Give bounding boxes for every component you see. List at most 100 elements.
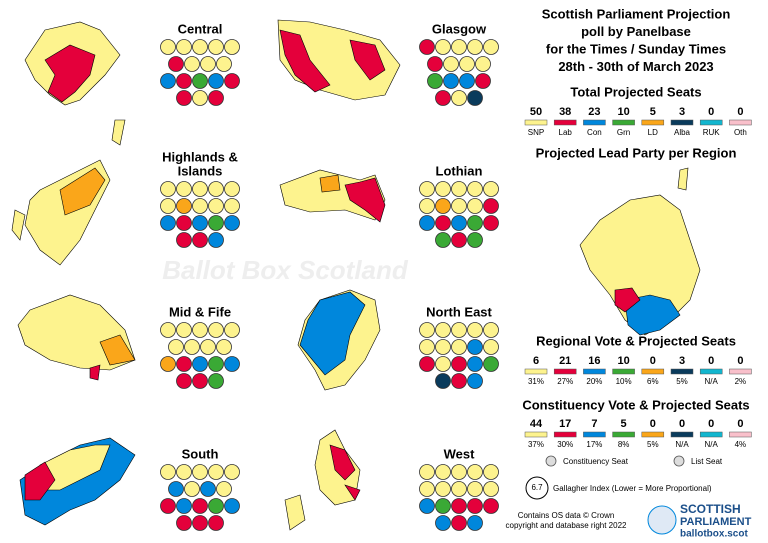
seat [419, 198, 435, 214]
seat [435, 481, 451, 497]
seat [467, 515, 483, 531]
seat [459, 73, 475, 89]
seat [160, 198, 176, 214]
seat [160, 498, 176, 514]
seat [216, 56, 232, 72]
seat [483, 198, 499, 214]
seat [208, 198, 224, 214]
seat [451, 181, 467, 197]
map-mid-fife-lab [89, 364, 101, 381]
region-name: Islands [178, 163, 223, 178]
seat [467, 198, 483, 214]
seat [467, 215, 483, 231]
seat [435, 90, 451, 106]
seat [483, 464, 499, 480]
seat [467, 232, 483, 248]
seat [435, 198, 451, 214]
seat [192, 181, 208, 197]
seat [451, 322, 467, 338]
seat [192, 498, 208, 514]
party-name: Alba [674, 128, 691, 137]
regional-seats: 21 [559, 355, 571, 367]
title: for the Times / Sunday Times [546, 41, 726, 56]
seat [435, 339, 451, 355]
seat [184, 56, 200, 72]
legend-list [673, 455, 685, 467]
party-swatch [670, 119, 694, 126]
title: poll by Panelbase [581, 24, 691, 39]
regional-seats: 0 [737, 355, 743, 367]
seat [208, 73, 224, 89]
section-heading: Projected Lead Party per Region [536, 145, 737, 160]
seat [443, 73, 459, 89]
regional-vote: 20% [586, 377, 602, 386]
seat [419, 181, 435, 197]
map-south-lab [24, 461, 56, 501]
seat [467, 339, 483, 355]
constituency-seats: 0 [650, 418, 656, 430]
region-name: Glasgow [432, 21, 487, 36]
seat [419, 322, 435, 338]
seat [451, 232, 467, 248]
seat [192, 73, 208, 89]
seat [192, 90, 208, 106]
seat [224, 181, 240, 197]
map-lothian-ld [319, 174, 341, 193]
seat [427, 56, 443, 72]
section-heading: Total Projected Seats [570, 84, 701, 99]
seat [451, 498, 467, 514]
party-swatch [583, 368, 606, 375]
map-scotland-con [624, 294, 681, 336]
seat [192, 198, 208, 214]
seat [467, 90, 483, 106]
seat [192, 515, 208, 531]
party-swatch [612, 368, 635, 375]
watermark: Ballot Box Scotland [162, 255, 409, 285]
legend-label: Constituency Seat [563, 457, 629, 466]
party-swatch [524, 431, 548, 438]
seat [483, 339, 499, 355]
seat [224, 464, 240, 480]
seat-total: 3 [679, 106, 685, 118]
map-west-lab [329, 444, 361, 501]
seat [451, 515, 467, 531]
seat [467, 464, 483, 480]
seat [176, 90, 192, 106]
party-swatch [612, 431, 635, 438]
seat [176, 498, 192, 514]
map-north-east-con [299, 291, 366, 376]
seat [208, 215, 224, 231]
seat [467, 498, 483, 514]
region-name: Lothian [436, 163, 483, 178]
seat [443, 56, 459, 72]
seat [435, 181, 451, 197]
region-name: Mid & Fife [169, 304, 231, 319]
title: 28th - 30th of March 2023 [558, 59, 713, 74]
map-glasgow-lab [279, 29, 386, 93]
seat [160, 73, 176, 89]
seat [216, 339, 232, 355]
seat-total: 23 [588, 106, 600, 118]
constituency-seats: 0 [737, 418, 743, 430]
party-swatch [729, 431, 752, 438]
constituency-seats: 0 [679, 418, 685, 430]
regional-seats: 0 [650, 355, 656, 367]
seat [224, 498, 240, 514]
gallagher-badge [525, 476, 549, 500]
map-lothian-lab [344, 177, 386, 223]
party-swatch [699, 431, 723, 438]
seat [176, 215, 192, 231]
party-name: Oth [734, 128, 747, 137]
regional-seats: 0 [708, 355, 714, 367]
seat [451, 339, 467, 355]
section-heading: Constituency Vote & Projected Seats [522, 397, 749, 412]
party-name: Con [587, 128, 602, 137]
seat [224, 215, 240, 231]
constituency-vote: N/A [705, 440, 719, 449]
regional-seats: 6 [533, 355, 539, 367]
constituency-vote: N/A [675, 440, 689, 449]
seat [208, 373, 224, 389]
seat [435, 464, 451, 480]
seat [435, 515, 451, 531]
legend-label: List Seat [691, 457, 723, 466]
